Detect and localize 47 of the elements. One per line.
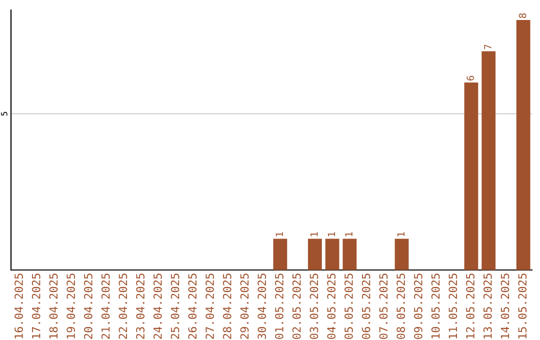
x-tick-label: 06.05.2025 <box>362 274 370 339</box>
data-label: 1 <box>276 232 283 236</box>
x-tick-label: 28.04.2025 <box>222 274 232 339</box>
bar <box>516 20 530 270</box>
x-tick-label: 10.05.2025 <box>431 274 440 338</box>
bar <box>464 82 478 270</box>
x-tick-label: 13.05.2025 <box>483 274 492 338</box>
x-tick-label: 20.04.2025 <box>84 274 92 339</box>
x-tick-label: 17.04.2025 <box>32 274 40 338</box>
bar <box>273 238 288 270</box>
x-tick-label: 19.04.2025 <box>66 274 76 338</box>
data-label: 7 <box>484 44 492 50</box>
data-label: 1 <box>328 232 335 236</box>
x-tick-label: 08.05.2025 <box>396 274 406 339</box>
x-tick-label: 18.04.2025 <box>49 274 58 338</box>
x-tick-label: 30.04.2025 <box>258 274 266 339</box>
x-tick-label: 02.05.2025 <box>292 274 301 339</box>
data-label: 8 <box>518 13 526 18</box>
x-tick-label: 01.05.2025 <box>275 274 284 339</box>
x-tick-label: 26.04.2025 <box>188 274 197 339</box>
data-label: 6 <box>466 76 474 80</box>
x-tick-label: 25.04.2025 <box>170 274 180 339</box>
x-tick-label: 15.05.2025 <box>518 274 527 338</box>
x-tick-label: 29.04.2025 <box>240 274 249 339</box>
x-tick-label: 07.05.2025 <box>379 274 388 339</box>
x-tick-label: 23.04.2025 <box>136 274 145 339</box>
x-tick-label: 11.05.2025 <box>448 274 458 338</box>
bar <box>482 51 496 270</box>
ref-line-label: 5 <box>1 112 8 116</box>
data-label: 1 <box>345 232 352 236</box>
bar <box>342 238 357 270</box>
x-tick-label: 12.05.2025 <box>466 274 474 338</box>
x-tick-label: 22.04.2025 <box>118 274 128 339</box>
data-label: 1 <box>397 232 404 236</box>
x-tick-label: 03.05.2025 <box>310 274 318 339</box>
x-tick-label: 14.05.2025 <box>500 274 510 338</box>
x-tick-label: 04.05.2025 <box>327 274 336 339</box>
x-tick-label: 16.04.2025 <box>14 274 23 338</box>
x-tick-label: 21.04.2025 <box>101 274 110 339</box>
x-tick-label: 09.05.2025 <box>414 274 422 339</box>
bar <box>325 238 340 270</box>
data-label: 1 <box>310 232 318 236</box>
x-tick-label: 05.05.2025 <box>344 274 353 339</box>
x-tick-label: 27.04.2025 <box>206 274 214 339</box>
bar <box>308 238 322 270</box>
x-tick-label: 24.04.2025 <box>153 274 162 339</box>
bar <box>394 238 409 270</box>
